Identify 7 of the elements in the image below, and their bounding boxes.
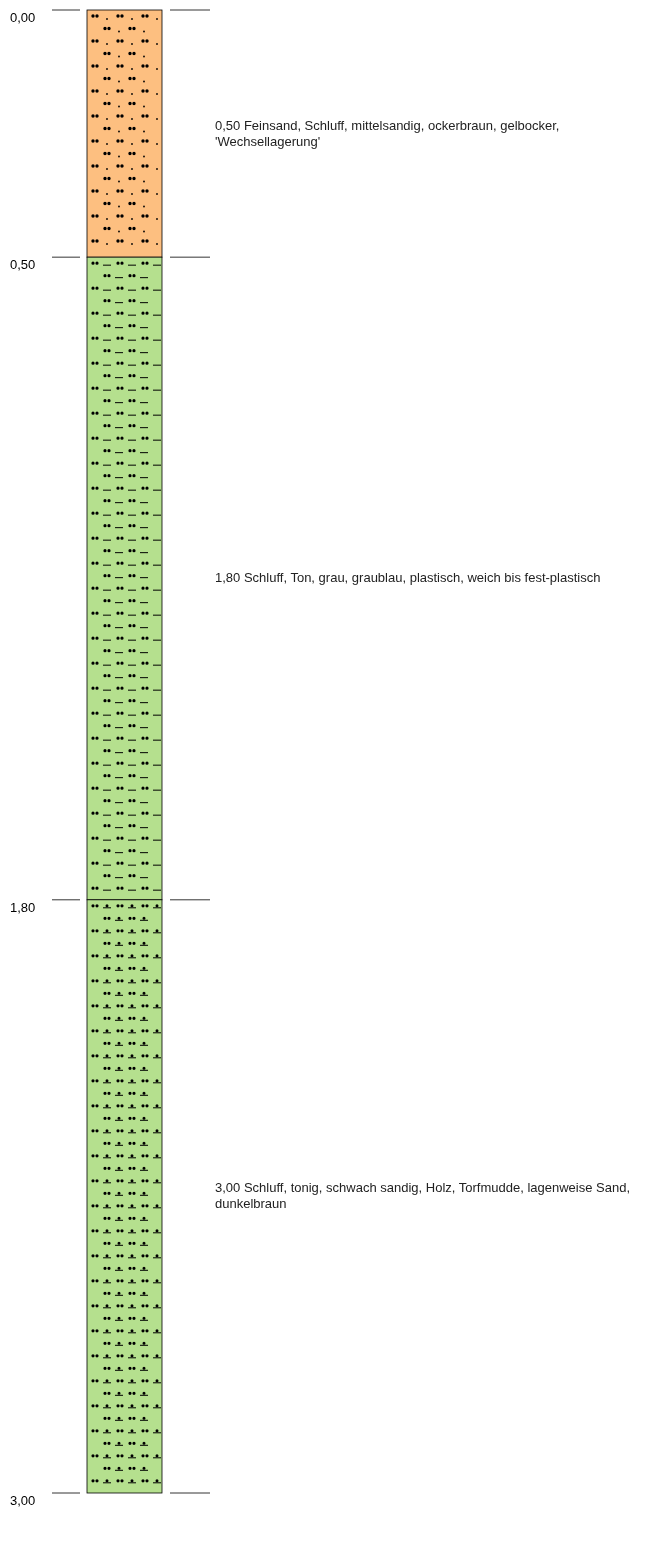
text: 0,50 Feinsand, Schluff, mittelsandig, ockerbraun, gelbocker, 'Wechsellagerung' — [215, 117, 560, 149]
y-tick-label: 0,00 — [10, 10, 36, 25]
text: 3,00 Schluff, tonig, schwach sandig, Holz, Torfmudde, lagenweise Sand, dunkelbraun — [215, 1180, 631, 1212]
text: 1,80 Schluff, Ton, grau, graublau, plastisch, weich bis fest-plastisch — [215, 570, 601, 586]
y-tick-label: 0,50 — [10, 257, 36, 273]
y-tick-label: 3,00 — [10, 1493, 36, 1508]
y-tick-label: 1,80 — [10, 899, 36, 915]
